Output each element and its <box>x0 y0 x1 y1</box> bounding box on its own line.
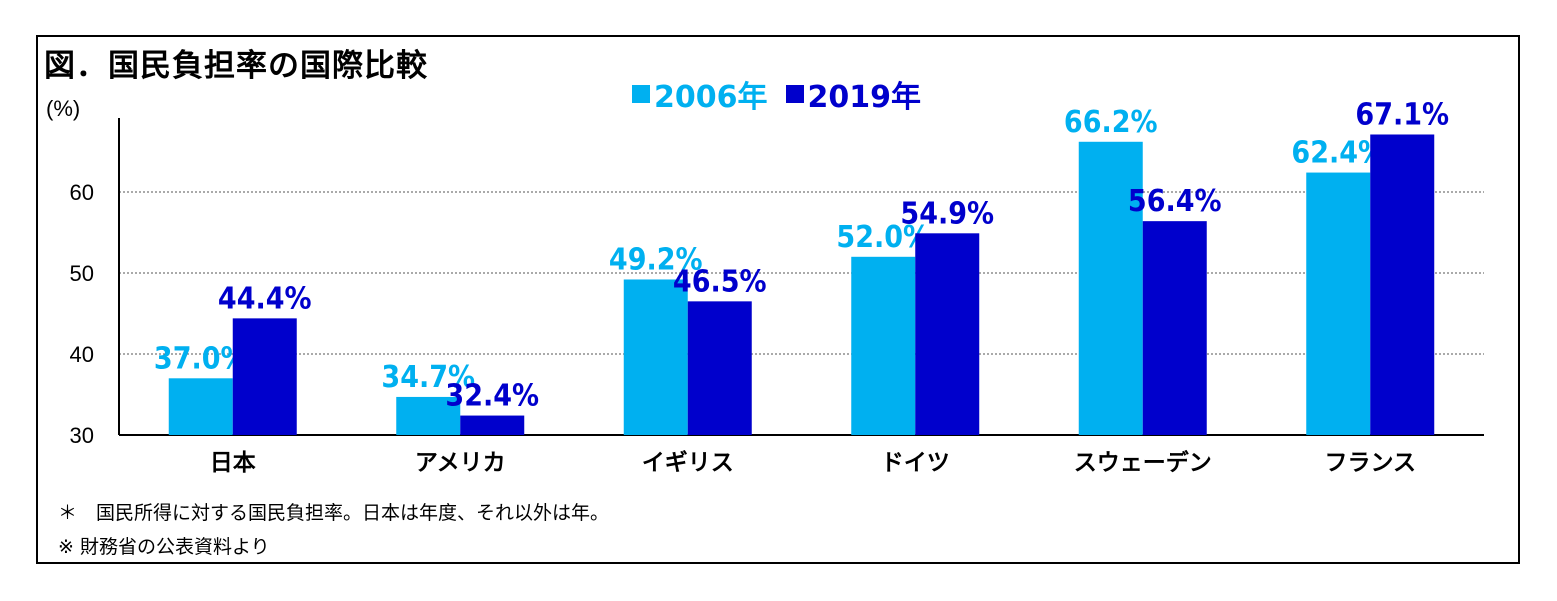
legend-label-2006: 2006年 <box>654 80 768 115</box>
footnote-2: ※ 財務省の公表資料より <box>58 536 270 558</box>
chart-title: 図．国民負担率の国際比較 <box>44 48 428 84</box>
bar-2006年-イギリス <box>623 279 688 435</box>
y-axis-unit-label: (%) <box>46 96 80 121</box>
data-label-2019年-日本: 44.4% <box>218 281 312 316</box>
data-label-2019年-ドイツ: 54.9% <box>900 196 994 231</box>
bar-2019年-ドイツ <box>915 233 980 435</box>
data-label-2006年-日本: 37.0% <box>154 341 248 376</box>
data-label-2019年-イギリス: 46.5% <box>673 264 767 299</box>
category-label-スウェーデン: スウェーデン <box>1074 449 1212 476</box>
category-label-アメリカ: アメリカ <box>415 450 506 476</box>
legend-item-2006: 2006年 <box>632 72 768 116</box>
category-label-フランス: フランス <box>1324 450 1416 476</box>
data-label-2006年-スウェーデン: 66.2% <box>1064 105 1158 140</box>
y-tick-label-30: 30 <box>70 423 94 448</box>
legend: 2006年 2019年 <box>632 72 939 116</box>
bar-2019年-スウェーデン <box>1142 221 1207 435</box>
bar-2019年-フランス <box>1370 134 1435 436</box>
legend-swatch-2006 <box>632 85 650 103</box>
bar-2006年-日本 <box>168 378 233 435</box>
footnotes: ＊ 国民所得に対する国民負担率。日本は年度、それ以外は年。 ※ 財務省の公表資料… <box>58 496 609 564</box>
chart-frame <box>36 35 1520 564</box>
bar-2019年-日本 <box>232 318 297 435</box>
data-label-2006年-アメリカ: 34.7% <box>381 360 475 395</box>
bar-2006年-ドイツ <box>851 256 916 435</box>
y-tick-label-60: 60 <box>70 180 94 205</box>
category-label-イギリス: イギリス <box>642 450 734 476</box>
data-label-2006年-イギリス: 49.2% <box>609 242 703 277</box>
legend-swatch-2019 <box>785 85 804 103</box>
bar-2006年-フランス <box>1306 172 1371 435</box>
data-label-2019年-フランス: 67.1% <box>1355 97 1449 132</box>
data-label-2006年-ドイツ: 52.0% <box>836 220 930 255</box>
y-tick-label-40: 40 <box>70 342 94 367</box>
bar-2019年-アメリカ <box>460 415 525 435</box>
y-tick-label-50: 50 <box>70 261 94 286</box>
bar-2006年-スウェーデン <box>1078 141 1143 435</box>
category-label-ドイツ: ドイツ <box>881 450 950 476</box>
footnote-1: ＊ 国民所得に対する国民負担率。日本は年度、それ以外は年。 <box>58 502 610 524</box>
legend-label-2019: 2019年 <box>807 80 922 115</box>
data-label-2019年-アメリカ: 32.4% <box>445 379 539 414</box>
legend-item-2019: 2019年 <box>785 72 922 116</box>
bar-2019年-イギリス <box>687 301 752 435</box>
bar-2006年-アメリカ <box>396 396 461 435</box>
category-label-日本: 日本 <box>210 450 256 476</box>
data-label-2019年-スウェーデン: 56.4% <box>1128 184 1222 219</box>
data-label-2006年-フランス: 62.4% <box>1291 136 1385 171</box>
